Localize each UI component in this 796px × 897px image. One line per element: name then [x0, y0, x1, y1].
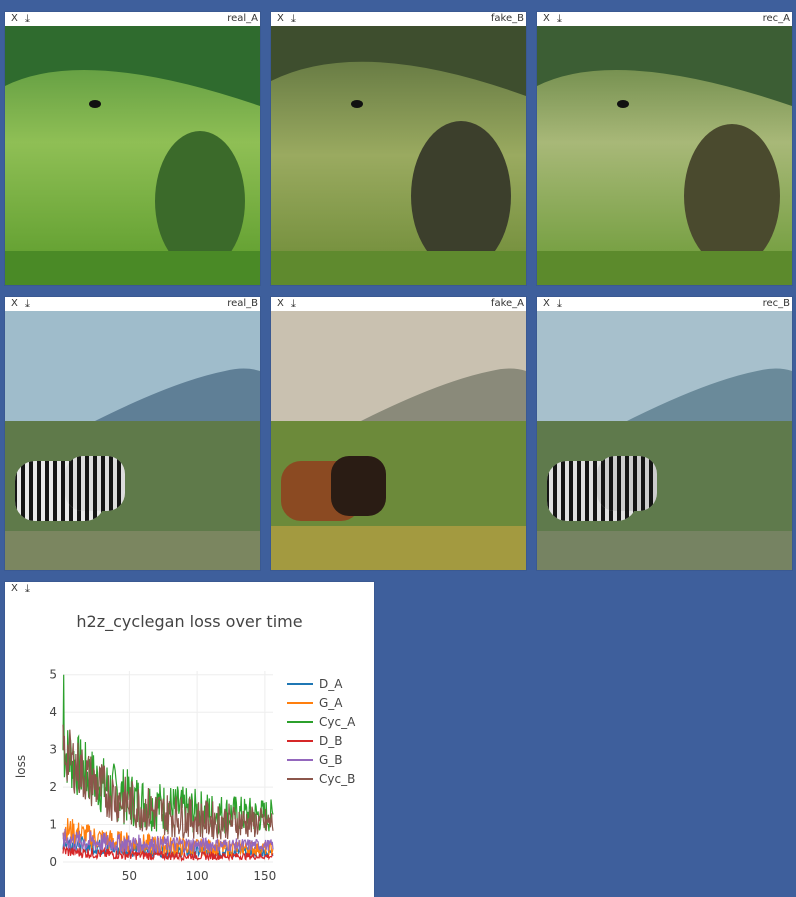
download-icon[interactable]: ⤓	[25, 12, 30, 25]
pane-toolbar: X ⤓ fake_A	[271, 297, 526, 311]
y-tick-label: 0	[49, 855, 57, 869]
y-tick-label: 3	[49, 743, 57, 757]
x-tick-label: 50	[122, 869, 137, 883]
image-pane-rec-b: X ⤓ rec_B	[537, 297, 792, 570]
pane-title: fake_A	[490, 298, 524, 309]
series-line-Cyc_B	[62, 724, 274, 840]
download-icon[interactable]: ⤓	[25, 297, 30, 310]
horse-image	[5, 26, 260, 285]
pane-toolbar: X ⤓ real_B	[5, 297, 260, 311]
series-line-D_B	[62, 845, 274, 863]
pane-title: fake_B	[490, 13, 524, 24]
image-pane-fake-b: X ⤓ fake_B	[271, 12, 526, 285]
close-icon[interactable]: X	[11, 298, 18, 309]
y-tick-label: 2	[49, 780, 57, 794]
close-icon[interactable]: X	[277, 13, 284, 24]
image-pane-rec-a: X ⤓ rec_A	[537, 12, 792, 285]
legend-label-D_A: D_A	[319, 677, 343, 691]
generated-image	[271, 311, 526, 570]
pane-title: rec_B	[762, 298, 790, 309]
legend-label-G_B: G_B	[319, 753, 343, 767]
generated-image	[271, 26, 526, 285]
image-pane-real-a: X ⤓ real_A	[5, 12, 260, 285]
download-icon[interactable]: ⤓	[557, 297, 562, 310]
close-icon[interactable]: X	[543, 298, 550, 309]
legend-label-G_A: G_A	[319, 696, 343, 710]
loss-chart[interactable]: 0 1 2 3 4 5 50 100 150 loss D_A G_A Cyc_A D_B G_B Cyc_B	[5, 596, 374, 897]
pane-toolbar: X ⤓ real_A	[5, 12, 260, 26]
legend-label-Cyc_A: Cyc_A	[319, 715, 356, 729]
pane-title: rec_A	[762, 13, 790, 24]
zebra-shape	[15, 456, 125, 521]
download-icon[interactable]: ⤓	[25, 582, 30, 595]
close-icon[interactable]: X	[11, 583, 18, 594]
pane-title: real_A	[227, 13, 258, 24]
reconstructed-image	[537, 311, 792, 570]
download-icon[interactable]: ⤓	[291, 12, 296, 25]
series-line-G_B	[62, 828, 274, 854]
pane-toolbar: X ⤓	[5, 582, 374, 596]
reconstructed-image	[537, 26, 792, 285]
x-tick-label: 150	[253, 869, 276, 883]
loss-plot-pane: X ⤓ h2z_cyclegan loss over time 0 1 2 3 4 5 50…	[5, 582, 374, 897]
y-tick-label: 5	[49, 668, 57, 682]
close-icon[interactable]: X	[11, 13, 18, 24]
pane-toolbar: X ⤓ rec_A	[537, 12, 792, 26]
chart-title: h2z_cyclegan loss over time	[76, 612, 303, 631]
download-icon[interactable]: ⤓	[291, 297, 296, 310]
image-pane-real-b: X ⤓ real_B	[5, 297, 260, 570]
close-icon[interactable]: X	[277, 298, 284, 309]
y-axis-label: loss	[14, 755, 28, 778]
pane-title: real_B	[227, 298, 258, 309]
image-pane-fake-a: X ⤓ fake_A	[271, 297, 526, 570]
download-icon[interactable]: ⤓	[557, 12, 562, 25]
close-icon[interactable]: X	[543, 13, 550, 24]
legend-label-D_B: D_B	[319, 734, 342, 748]
legend-label-Cyc_B: Cyc_B	[319, 772, 355, 786]
zebra-image	[5, 311, 260, 570]
y-tick-label: 1	[49, 818, 57, 832]
pane-toolbar: X ⤓ rec_B	[537, 297, 792, 311]
y-tick-label: 4	[49, 705, 57, 719]
x-tick-label: 100	[186, 869, 209, 883]
pane-toolbar: X ⤓ fake_B	[271, 12, 526, 26]
